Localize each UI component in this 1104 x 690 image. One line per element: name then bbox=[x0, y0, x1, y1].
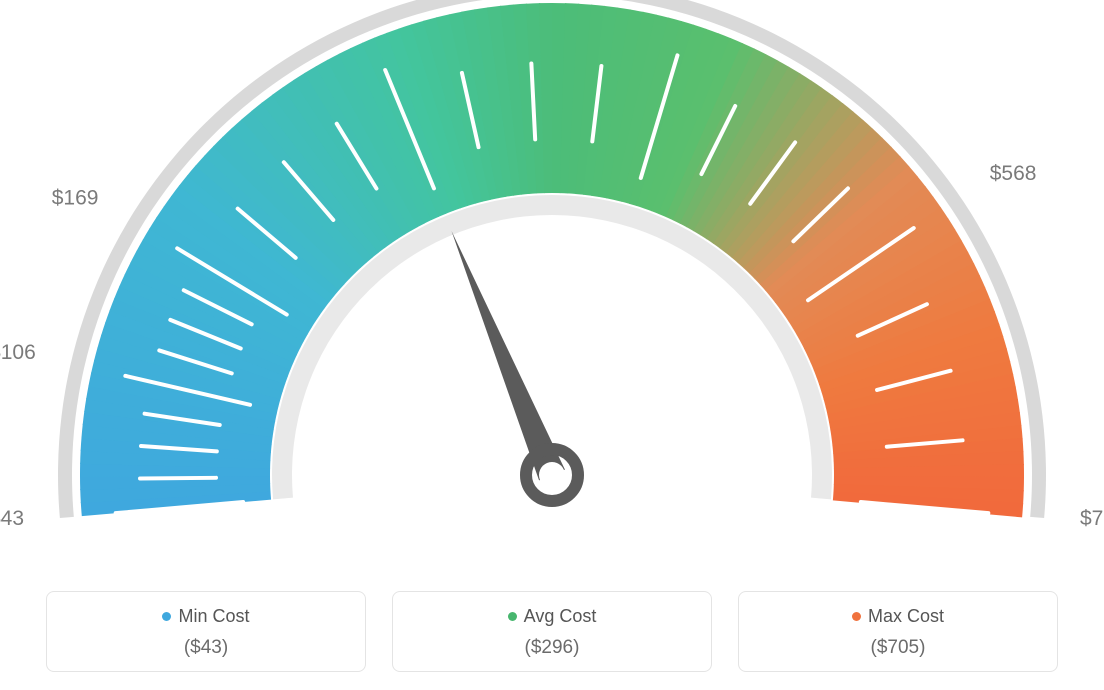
legend-label-avg: Avg Cost bbox=[524, 606, 597, 627]
legend-card-min: Min Cost ($43) bbox=[46, 591, 366, 672]
gauge-chart: $43$106$169$296$432$568$705 bbox=[0, 0, 1104, 570]
legend-label-max: Max Cost bbox=[868, 606, 944, 627]
legend-label-min: Min Cost bbox=[178, 606, 249, 627]
legend-title-min: Min Cost bbox=[162, 606, 249, 627]
legend-card-avg: Avg Cost ($296) bbox=[392, 591, 712, 672]
legend-dot-min bbox=[162, 612, 171, 621]
legend-title-max: Max Cost bbox=[852, 606, 944, 627]
legend-value-avg: ($296) bbox=[403, 637, 701, 659]
svg-text:$568: $568 bbox=[990, 162, 1037, 185]
svg-text:$106: $106 bbox=[0, 341, 36, 364]
legend-card-max: Max Cost ($705) bbox=[738, 591, 1058, 672]
svg-text:$43: $43 bbox=[0, 507, 24, 530]
legend-dot-max bbox=[852, 612, 861, 621]
svg-text:$169: $169 bbox=[52, 187, 99, 210]
legend-dot-avg bbox=[508, 612, 517, 621]
gauge-area: $43$106$169$296$432$568$705 bbox=[0, 0, 1104, 570]
legend-value-max: ($705) bbox=[749, 637, 1047, 659]
legend-row: Min Cost ($43) Avg Cost ($296) Max Cost … bbox=[0, 591, 1104, 672]
legend-title-avg: Avg Cost bbox=[508, 606, 597, 627]
svg-text:$705: $705 bbox=[1080, 507, 1104, 530]
cost-gauge-container: $43$106$169$296$432$568$705 Min Cost ($4… bbox=[0, 0, 1104, 690]
legend-value-min: ($43) bbox=[57, 637, 355, 659]
